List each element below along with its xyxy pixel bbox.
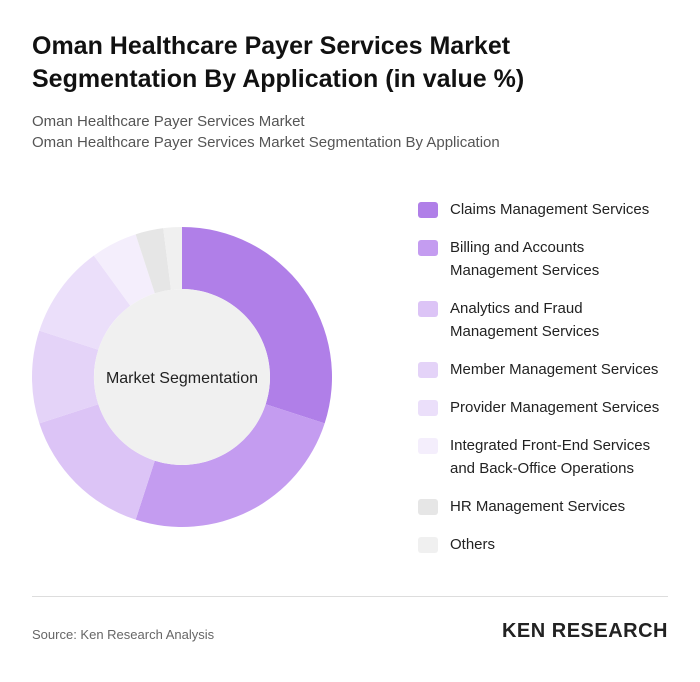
legend-label: Provider Management Services	[450, 399, 660, 416]
donut-segment	[135, 228, 171, 294]
legend-swatch	[418, 400, 438, 416]
legend-swatch	[418, 499, 438, 515]
legend-swatch	[418, 240, 438, 256]
legend-swatch	[418, 438, 438, 454]
logo: KEN RESEARCH	[501, 620, 668, 642]
separator	[32, 596, 668, 597]
donut-segment	[39, 255, 131, 350]
center-label: Market Segmentation	[106, 370, 258, 387]
legend: Claims Management Services Billing and Ac…	[418, 198, 688, 571]
donut-segment	[135, 404, 325, 527]
legend-item: HR Management Services	[418, 495, 688, 518]
title: Oman Healthcare Payer Services Market Se…	[32, 32, 525, 93]
legend-item: Member Management Services	[418, 358, 688, 381]
donut-segment	[93, 234, 155, 306]
legend-swatch	[418, 301, 438, 317]
legend-label: Claims Management Services	[450, 201, 650, 218]
donut-segment	[39, 404, 155, 520]
legend-item: Claims Management Services	[418, 198, 688, 221]
legend-item: Integrated Front-End Services and Back-O…	[418, 434, 688, 480]
legend-item: Billing and Accounts Management Services	[418, 236, 688, 282]
donut-hole	[94, 289, 270, 465]
legend-label: Integrated Front-End Services and Back-O…	[450, 437, 651, 477]
donut-chart: Market Segmentation	[32, 227, 332, 527]
legend-swatch	[418, 362, 438, 378]
legend-label: Analytics and Fraud Management Services	[450, 300, 600, 340]
legend-label: Member Management Services	[450, 361, 659, 378]
source: Source: Ken Research Analysis	[32, 627, 215, 642]
subtitle: Oman Healthcare Payer Services Market	[32, 113, 305, 130]
donut-segment	[182, 227, 332, 424]
legend-item: Provider Management Services	[418, 396, 688, 419]
legend-item: Analytics and Fraud Management Services	[418, 297, 688, 343]
legend-item: Others	[418, 533, 688, 556]
legend-label: Others	[450, 536, 496, 553]
donut-segment	[32, 330, 99, 424]
legend-swatch	[418, 202, 438, 218]
legend-label: Billing and Accounts Management Services	[450, 239, 600, 279]
subtitle: Oman Healthcare Payer Services Market Se…	[32, 134, 500, 151]
donut-segment	[163, 227, 182, 290]
legend-label: HR Management Services	[450, 498, 626, 515]
legend-swatch	[418, 537, 438, 553]
